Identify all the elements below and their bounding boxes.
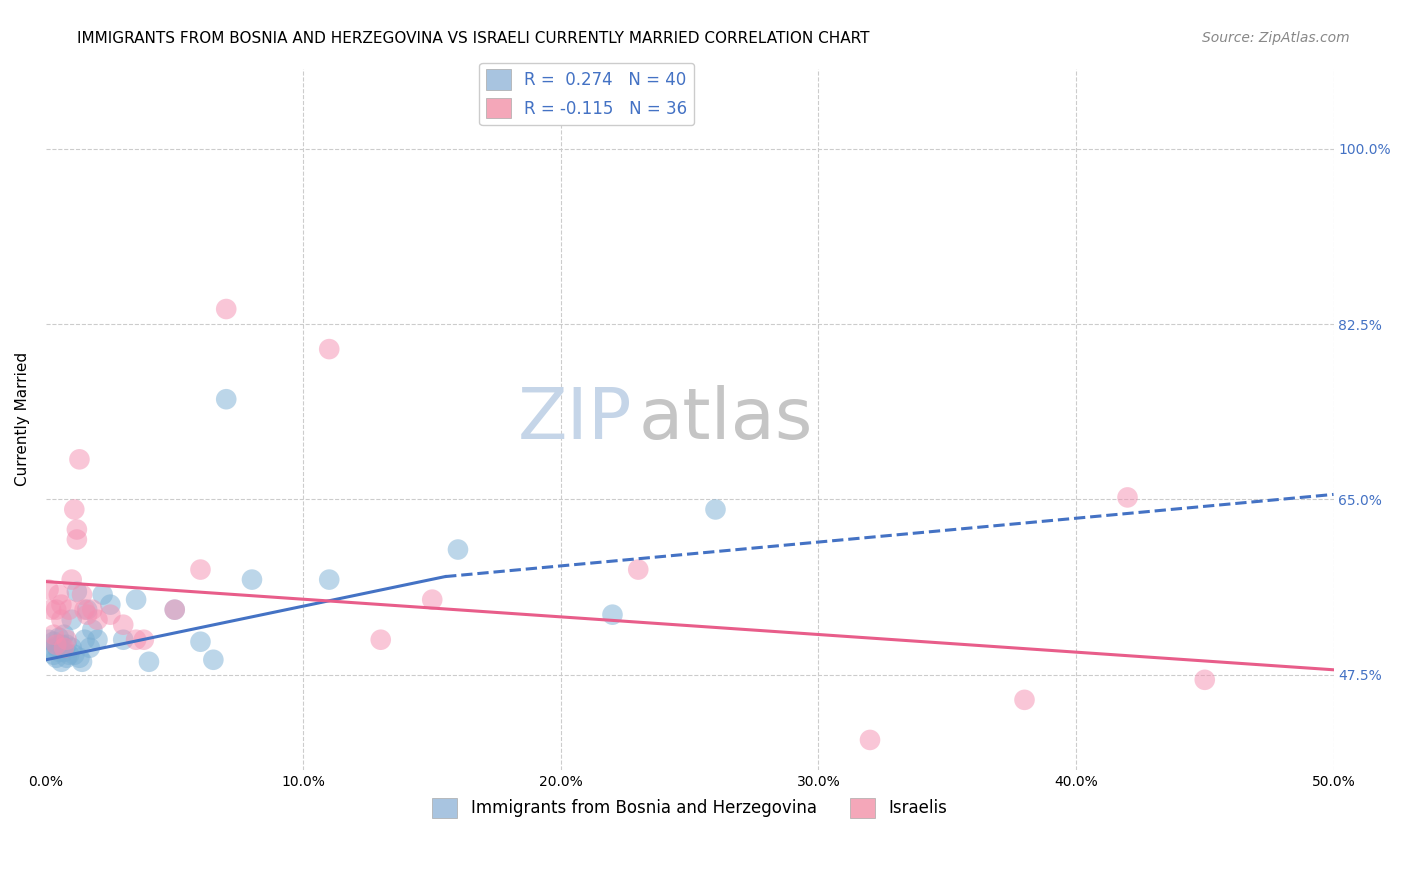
Point (51, 655, 73, 669)
Point (60, 573, 83, 587)
Point (447, 542, 470, 557)
Point (125, 632, 148, 647)
Point (48, 588, 70, 602)
Point (1194, 673, 1216, 687)
Point (132, 632, 155, 647)
Point (45, 638, 67, 652)
Point (63, 502, 86, 516)
Point (42, 628, 65, 642)
Point (58, 602, 80, 616)
Point (1116, 491, 1139, 505)
Point (190, 563, 212, 577)
Point (38, 632, 60, 647)
Point (79, 640, 101, 655)
Point (112, 632, 135, 647)
Point (82, 623, 104, 637)
Point (98, 598, 121, 612)
Point (70, 655, 93, 669)
Point (45, 602, 67, 616)
Point (42, 648, 65, 662)
Point (63, 648, 86, 662)
Point (318, 342, 340, 356)
Point (69, 452, 91, 467)
Point (112, 617, 135, 632)
Point (66, 584, 89, 599)
Point (370, 632, 392, 647)
Point (1014, 693, 1036, 707)
Point (45, 640, 67, 654)
Point (70, 588, 93, 602)
Y-axis label: Currently Married: Currently Married (15, 352, 30, 486)
Point (240, 573, 263, 587)
Point (98, 607, 121, 622)
Point (60, 613, 83, 627)
Point (58, 648, 80, 662)
Point (48, 645, 70, 659)
Point (602, 607, 624, 622)
Point (215, 301, 238, 316)
Point (51, 598, 73, 612)
Point (69, 650, 91, 665)
Point (76, 607, 98, 622)
Point (190, 634, 212, 648)
Point (55, 632, 77, 647)
Text: IMMIGRANTS FROM BOSNIA AND HERZEGOVINA VS ISRAELI CURRENTLY MARRIED CORRELATION : IMMIGRANTS FROM BOSNIA AND HERZEGOVINA V… (77, 31, 870, 46)
Point (55, 638, 77, 652)
Point (704, 502, 727, 516)
Point (73, 632, 96, 647)
Point (55, 650, 77, 665)
Point (82, 602, 104, 616)
Point (91, 588, 114, 602)
Point (73, 602, 96, 616)
Legend: Immigrants from Bosnia and Herzegovina, Israelis: Immigrants from Bosnia and Herzegovina, … (426, 791, 953, 825)
Point (420, 592, 443, 607)
Point (86, 632, 108, 647)
Text: ZIP: ZIP (517, 384, 631, 454)
Point (42, 634, 65, 648)
Point (76, 602, 98, 616)
Point (202, 653, 225, 667)
Point (163, 602, 186, 616)
Point (125, 592, 148, 607)
Point (163, 602, 186, 616)
Point (45, 650, 67, 665)
Point (48, 631, 70, 645)
Point (53, 640, 76, 655)
Point (627, 563, 650, 577)
Text: Source: ZipAtlas.com: Source: ZipAtlas.com (1202, 31, 1350, 45)
Point (38, 582, 60, 597)
Point (51, 613, 73, 627)
Point (60, 640, 83, 655)
Point (138, 655, 160, 669)
Point (66, 533, 89, 547)
Point (66, 523, 89, 537)
Point (318, 573, 340, 587)
Point (39, 602, 62, 616)
Point (215, 392, 238, 407)
Point (39, 642, 62, 657)
Point (53, 628, 76, 642)
Point (859, 733, 882, 747)
Point (86, 613, 108, 627)
Point (53, 645, 76, 659)
Text: atlas: atlas (638, 384, 813, 454)
Point (51, 638, 73, 652)
